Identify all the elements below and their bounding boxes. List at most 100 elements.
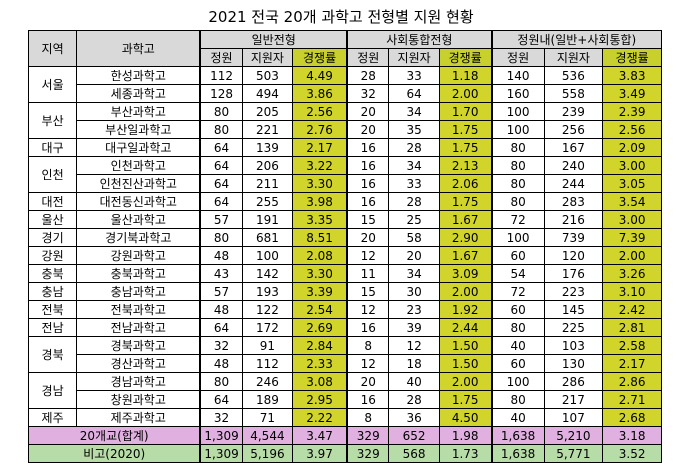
total-applicants-cell: 107 bbox=[543, 408, 604, 427]
general-quota-cell: 48 bbox=[199, 354, 243, 373]
total-quota-cell: 80 bbox=[490, 390, 545, 409]
region-cell: 경기 bbox=[27, 228, 78, 247]
school-name-cell: 경산과학고 bbox=[76, 354, 201, 373]
social-quota-cell: 20 bbox=[346, 228, 390, 247]
total-quota-cell: 160 bbox=[490, 84, 545, 103]
table-row: 울산 울산과학고 57 191 3.35 15 25 1.67 72 216 3.00 bbox=[27, 210, 662, 229]
comparison-total-applicants: 5,771 bbox=[543, 444, 604, 463]
social-quota-cell: 12 bbox=[346, 354, 390, 373]
school-name-cell: 전남과학고 bbox=[76, 318, 201, 337]
table-title: 2021 전국 20개 과학고 전형별 지원 현황 bbox=[208, 8, 474, 26]
summary-social-quota: 329 bbox=[346, 426, 390, 445]
region-cell: 충북 bbox=[27, 264, 78, 283]
general-rate-cell: 3.30 bbox=[292, 264, 348, 283]
school-name-cell: 세종과학고 bbox=[76, 84, 201, 103]
general-applicants-cell: 221 bbox=[241, 120, 294, 139]
general-applicants-cell: 255 bbox=[241, 192, 294, 211]
social-applicants-cell: 12 bbox=[388, 336, 440, 355]
general-rate-cell: 2.56 bbox=[292, 102, 348, 121]
general-quota-cell: 64 bbox=[199, 390, 243, 409]
general-quota-cell: 80 bbox=[199, 372, 243, 391]
social-quota-cell: 12 bbox=[346, 300, 390, 319]
region-cell: 서울 bbox=[27, 66, 78, 103]
general-applicants-cell: 112 bbox=[241, 354, 294, 373]
social-quota-cell: 8 bbox=[346, 336, 390, 355]
school-name-cell: 한성과학고 bbox=[76, 66, 201, 85]
school-name-cell: 강원과학고 bbox=[76, 246, 201, 265]
header-total: 정원내(일반+사회통합) bbox=[490, 30, 662, 49]
total-rate-cell: 2.09 bbox=[602, 138, 662, 157]
total-applicants-cell: 145 bbox=[543, 300, 604, 319]
social-applicants-cell: 33 bbox=[388, 174, 440, 193]
table-row: 대구 대구일과학고 64 139 2.17 16 28 1.75 80 167 2.09 bbox=[27, 138, 662, 157]
total-applicants-cell: 240 bbox=[543, 156, 604, 175]
social-applicants-cell: 34 bbox=[388, 156, 440, 175]
region-cell: 부산 bbox=[27, 102, 78, 139]
general-rate-cell: 4.49 bbox=[292, 66, 348, 85]
school-name-cell: 창원과학고 bbox=[76, 390, 201, 409]
header-row-top: 지역 과학고 일반전형 사회통합전형 정원내(일반+사회통합) bbox=[27, 30, 662, 67]
summary-general-rate: 3.47 bbox=[292, 426, 348, 445]
total-rate-cell: 3.10 bbox=[602, 282, 662, 301]
total-quota-cell: 100 bbox=[490, 228, 545, 247]
summary-row: 20개교(합계) 1,309 4,544 3.47 329 652 1.98 1… bbox=[28, 426, 662, 445]
general-quota-cell: 57 bbox=[199, 210, 243, 229]
school-name-cell: 경기북과학고 bbox=[76, 228, 201, 247]
header-applicants: 지원자 bbox=[388, 48, 440, 67]
region-cell: 경남 bbox=[27, 372, 78, 409]
social-rate-cell: 1.75 bbox=[438, 390, 493, 409]
general-applicants-cell: 71 bbox=[241, 408, 294, 427]
social-applicants-cell: 58 bbox=[388, 228, 440, 247]
total-quota-cell: 54 bbox=[490, 264, 545, 283]
header-rate: 경쟁률 bbox=[292, 48, 348, 67]
social-applicants-cell: 64 bbox=[388, 84, 440, 103]
general-rate-cell: 2.84 bbox=[292, 336, 348, 355]
region-cell: 울산 bbox=[27, 210, 78, 229]
total-applicants-cell: 286 bbox=[543, 372, 604, 391]
social-applicants-cell: 34 bbox=[388, 264, 440, 283]
social-quota-cell: 20 bbox=[346, 120, 390, 139]
table-row: 세종과학고 128 494 3.86 32 64 2.00 160 558 3.49 bbox=[29, 84, 662, 103]
table-row: 부산일과학고 80 221 2.76 20 35 1.75 100 256 2.56 bbox=[29, 120, 662, 139]
total-quota-cell: 140 bbox=[490, 66, 545, 85]
social-rate-cell: 2.00 bbox=[438, 372, 493, 391]
general-quota-cell: 80 bbox=[199, 102, 243, 121]
header-region: 지역 bbox=[27, 30, 78, 67]
table-row: 충남 충남과학고 57 193 3.39 15 30 2.00 72 223 3.10 bbox=[27, 282, 662, 301]
total-rate-cell: 2.42 bbox=[602, 300, 662, 319]
table-row: 충북 충북과학고 43 142 3.30 11 34 3.09 54 176 3.26 bbox=[27, 264, 662, 283]
summary-total-quota: 1,638 bbox=[490, 426, 545, 445]
comparison-social-applicants: 568 bbox=[388, 444, 440, 463]
general-quota-cell: 80 bbox=[199, 228, 243, 247]
social-quota-cell: 20 bbox=[346, 102, 390, 121]
summary-total-rate: 3.18 bbox=[602, 426, 662, 445]
social-rate-cell: 2.00 bbox=[438, 282, 493, 301]
table-row: 강원 강원과학고 48 100 2.08 12 20 1.67 60 120 2.00 bbox=[27, 246, 662, 265]
general-quota-cell: 43 bbox=[199, 264, 243, 283]
general-applicants-cell: 205 bbox=[241, 102, 294, 121]
total-applicants-cell: 558 bbox=[543, 84, 604, 103]
social-applicants-cell: 18 bbox=[388, 354, 440, 373]
total-rate-cell: 2.68 bbox=[602, 408, 662, 427]
general-applicants-cell: 494 bbox=[241, 84, 294, 103]
total-applicants-cell: 176 bbox=[543, 264, 604, 283]
total-quota-cell: 100 bbox=[490, 372, 545, 391]
social-applicants-cell: 34 bbox=[388, 102, 440, 121]
general-quota-cell: 57 bbox=[199, 282, 243, 301]
social-applicants-cell: 25 bbox=[388, 210, 440, 229]
school-name-cell: 대전동신과학고 bbox=[76, 192, 201, 211]
table-row: 인천진산과학고 64 211 3.30 16 33 2.06 80 244 3.05 bbox=[29, 174, 662, 193]
general-applicants-cell: 91 bbox=[241, 336, 294, 355]
total-quota-cell: 60 bbox=[490, 300, 545, 319]
social-rate-cell: 4.50 bbox=[438, 408, 493, 427]
header-applicants: 지원자 bbox=[241, 48, 294, 67]
social-applicants-cell: 35 bbox=[388, 120, 440, 139]
total-applicants-cell: 739 bbox=[543, 228, 604, 247]
total-quota-cell: 40 bbox=[490, 336, 545, 355]
social-rate-cell: 1.75 bbox=[438, 192, 493, 211]
social-rate-cell: 1.50 bbox=[438, 354, 493, 373]
general-quota-cell: 64 bbox=[199, 138, 243, 157]
school-name-cell: 전북과학고 bbox=[76, 300, 201, 319]
table-row: 창원과학고 64 189 2.95 16 28 1.75 80 217 2.71 bbox=[29, 390, 662, 409]
comparison-general-applicants: 5,196 bbox=[241, 444, 294, 463]
